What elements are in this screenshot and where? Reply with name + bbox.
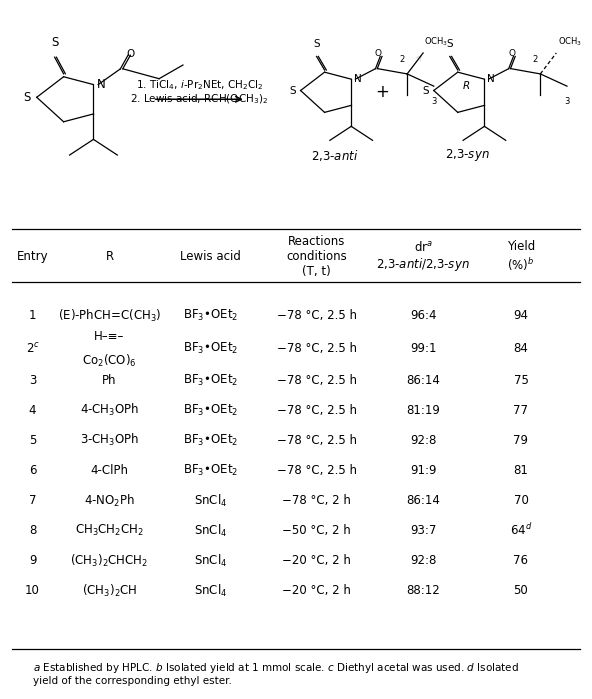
Text: 93:7: 93:7 (410, 524, 436, 537)
Text: 2,3-$anti$: 2,3-$anti$ (311, 147, 358, 163)
Text: S: S (423, 85, 429, 96)
Text: 2: 2 (532, 55, 538, 64)
Text: 76: 76 (513, 554, 529, 567)
Text: SnCl$_4$: SnCl$_4$ (194, 582, 227, 599)
Text: 3: 3 (431, 97, 436, 106)
Text: 2$^c$: 2$^c$ (25, 342, 40, 356)
Text: (CH$_3$)$_2$CH: (CH$_3$)$_2$CH (82, 582, 137, 599)
Text: 86:14: 86:14 (406, 374, 440, 387)
Text: 92:8: 92:8 (410, 554, 436, 567)
Text: 8: 8 (29, 524, 36, 537)
Text: N: N (487, 74, 495, 84)
Text: CH$_3$CH$_2$CH$_2$: CH$_3$CH$_2$CH$_2$ (75, 523, 144, 538)
Text: (CH$_3$)$_2$CHCH$_2$: (CH$_3$)$_2$CHCH$_2$ (70, 552, 149, 569)
Text: R: R (105, 250, 114, 263)
Text: O: O (126, 49, 134, 59)
Text: 2,3-$syn$: 2,3-$syn$ (445, 147, 490, 163)
Text: −20 °C, 2 h: −20 °C, 2 h (282, 584, 351, 597)
Text: −78 °C, 2.5 h: −78 °C, 2.5 h (276, 374, 357, 387)
Text: 2: 2 (399, 55, 404, 64)
Text: BF$_3$•OEt$_2$: BF$_3$•OEt$_2$ (182, 341, 238, 356)
Text: 1. TiCl$_4$, $i$-Pr$_2$NEt, CH$_2$Cl$_2$: 1. TiCl$_4$, $i$-Pr$_2$NEt, CH$_2$Cl$_2$ (136, 78, 263, 92)
Text: 3-CH$_3$OPh: 3-CH$_3$OPh (80, 432, 139, 449)
Text: 96:4: 96:4 (410, 310, 436, 322)
Text: −78 °C, 2.5 h: −78 °C, 2.5 h (276, 404, 357, 417)
Text: 2. Lewis acid, RCH(OCH$_3$)$_2$: 2. Lewis acid, RCH(OCH$_3$)$_2$ (130, 92, 269, 106)
Text: −78 °C, 2.5 h: −78 °C, 2.5 h (276, 464, 357, 477)
Text: 77: 77 (513, 404, 529, 417)
Text: 4: 4 (29, 404, 36, 417)
Text: −50 °C, 2 h: −50 °C, 2 h (282, 524, 351, 537)
Text: 6: 6 (29, 464, 36, 477)
Text: 88:12: 88:12 (406, 584, 440, 597)
Text: 91:9: 91:9 (410, 464, 436, 477)
Text: 5: 5 (29, 434, 36, 447)
Text: −20 °C, 2 h: −20 °C, 2 h (282, 554, 351, 567)
Text: S: S (51, 36, 59, 50)
Text: 50: 50 (514, 584, 528, 597)
Text: O: O (508, 49, 515, 58)
Text: 84: 84 (513, 343, 529, 355)
Text: 94: 94 (513, 310, 529, 322)
Text: BF$_3$•OEt$_2$: BF$_3$•OEt$_2$ (182, 403, 238, 418)
Text: S: S (24, 91, 31, 103)
Text: Reactions
conditions
(T, t): Reactions conditions (T, t) (287, 235, 347, 278)
Text: −78 °C, 2.5 h: −78 °C, 2.5 h (276, 343, 357, 355)
Text: 75: 75 (513, 374, 529, 387)
Text: 86:14: 86:14 (406, 494, 440, 507)
Text: 70: 70 (513, 494, 529, 507)
Text: BF$_3$•OEt$_2$: BF$_3$•OEt$_2$ (182, 308, 238, 324)
Text: 64$^d$: 64$^d$ (510, 523, 532, 538)
Text: Yield
(%)$^b$: Yield (%)$^b$ (507, 240, 535, 273)
Text: Lewis acid: Lewis acid (180, 250, 240, 263)
Text: −78 °C, 2 h: −78 °C, 2 h (282, 494, 351, 507)
Text: N: N (354, 74, 362, 84)
Text: 79: 79 (513, 434, 529, 447)
Text: −78 °C, 2.5 h: −78 °C, 2.5 h (276, 310, 357, 322)
Text: H–≡–: H–≡– (94, 330, 125, 343)
Text: 99:1: 99:1 (410, 343, 436, 355)
Text: 4-ClPh: 4-ClPh (91, 464, 128, 477)
Text: SnCl$_4$: SnCl$_4$ (194, 492, 227, 509)
Text: BF$_3$•OEt$_2$: BF$_3$•OEt$_2$ (182, 433, 238, 448)
Text: Ph: Ph (102, 374, 117, 387)
Text: (E)-PhCH=C(CH$_3$): (E)-PhCH=C(CH$_3$) (58, 308, 161, 324)
Text: 4-NO$_2$Ph: 4-NO$_2$Ph (84, 492, 135, 509)
Text: 3: 3 (564, 97, 570, 106)
Text: Co$_2$(CO)$_6$: Co$_2$(CO)$_6$ (82, 353, 137, 370)
Text: 7: 7 (29, 494, 36, 507)
Text: 81:19: 81:19 (406, 404, 440, 417)
Text: S: S (313, 39, 320, 50)
Text: SnCl$_4$: SnCl$_4$ (194, 552, 227, 569)
Text: +: + (375, 83, 389, 101)
Text: SnCl$_4$: SnCl$_4$ (194, 522, 227, 539)
Text: N: N (97, 78, 106, 91)
Text: Entry: Entry (17, 250, 49, 263)
Text: 92:8: 92:8 (410, 434, 436, 447)
Text: 81: 81 (513, 464, 529, 477)
Text: 3: 3 (29, 374, 36, 387)
Text: $a$ Established by HPLC. $b$ Isolated yield at 1 mmol scale. $c$ Diethyl acetal : $a$ Established by HPLC. $b$ Isolated yi… (33, 661, 519, 686)
Text: O: O (375, 49, 382, 58)
Text: BF$_3$•OEt$_2$: BF$_3$•OEt$_2$ (182, 463, 238, 478)
Text: −78 °C, 2.5 h: −78 °C, 2.5 h (276, 434, 357, 447)
Text: R: R (463, 81, 470, 91)
Text: 4-CH$_3$OPh: 4-CH$_3$OPh (80, 402, 139, 419)
Text: dr$^a$
2,3-$anti$/2,3-$syn$: dr$^a$ 2,3-$anti$/2,3-$syn$ (377, 240, 470, 273)
Text: S: S (446, 39, 453, 50)
Text: OCH$_3$: OCH$_3$ (424, 35, 449, 48)
Text: 9: 9 (29, 554, 36, 567)
Text: S: S (289, 85, 296, 96)
Text: 1: 1 (29, 310, 36, 322)
Text: BF$_3$•OEt$_2$: BF$_3$•OEt$_2$ (182, 373, 238, 388)
Text: 10: 10 (25, 584, 40, 597)
Text: OCH$_3$: OCH$_3$ (558, 35, 582, 48)
